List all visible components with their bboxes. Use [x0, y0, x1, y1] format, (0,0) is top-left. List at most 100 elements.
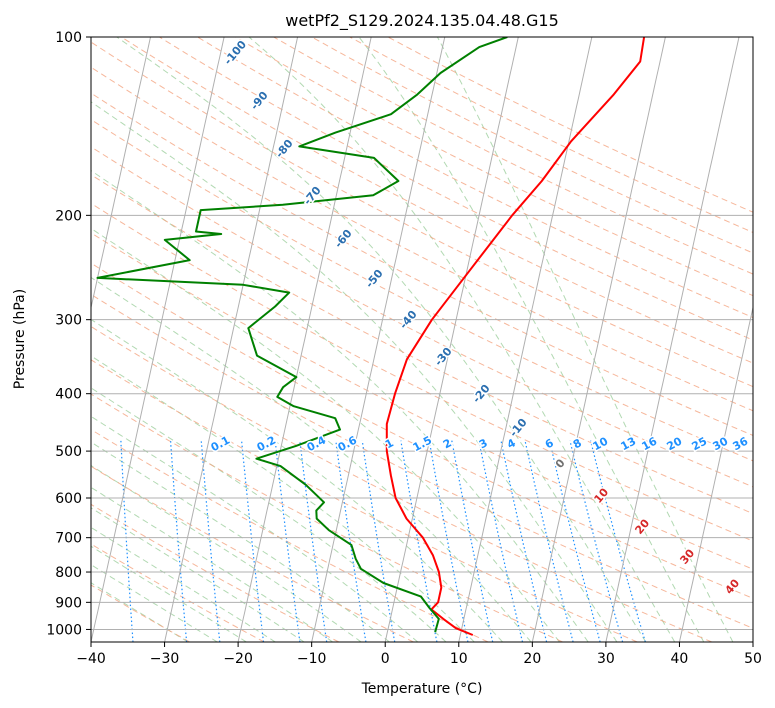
moist-adiabat-line — [91, 101, 618, 642]
mixing-ratio-line — [170, 440, 188, 642]
y-tick-label: 200 — [55, 208, 82, 224]
y-axis-label: Pressure (hPa) — [12, 289, 28, 389]
dry-adiabat-line — [91, 119, 753, 462]
isotherm-line — [531, 37, 666, 642]
dry-adiabat-line — [91, 359, 638, 642]
x-tick-label: 10 — [450, 651, 468, 667]
dry-adiabat-line — [197, 37, 753, 319]
dry-adiabat-label: -20 — [470, 382, 493, 406]
temperature-profile — [385, 37, 646, 636]
y-tick-label: 800 — [55, 565, 82, 581]
mixing-ratio-label: 13 — [619, 435, 639, 454]
isotherm-line — [752, 639, 753, 642]
x-tick-label: 30 — [597, 651, 615, 667]
mixing-ratio-label: 25 — [690, 435, 710, 454]
isotherm-line — [384, 37, 519, 642]
moist-adiabat-line — [91, 415, 419, 642]
isotherm-line — [237, 37, 372, 642]
x-tick-label: 20 — [523, 651, 541, 667]
isotherm-line — [678, 305, 753, 642]
moist-adiabat-label: 40 — [722, 576, 742, 596]
dry-adiabat-line — [91, 584, 190, 642]
y-tick-label: 500 — [55, 444, 82, 460]
moist-adiabat-line — [91, 545, 247, 642]
mixing-ratio-label: 2 — [441, 436, 454, 451]
mixing-ratio-line — [451, 440, 494, 642]
mixing-ratio-label: 16 — [640, 434, 660, 453]
isotherm-line — [0, 37, 3, 642]
mixing-ratio-line — [200, 440, 221, 642]
dewpoint-profile — [96, 37, 508, 633]
mixing-ratio-label: 20 — [665, 434, 685, 453]
dry-adiabat-line — [121, 37, 753, 364]
y-axis: 1000 900 800 700 600 500 400 300 200 100 — [46, 30, 91, 638]
line-labels: -100-90-80-70-60-50-40-30-20-10010203040… — [207, 37, 752, 598]
mixing-ratio-line — [335, 440, 367, 642]
skewed-isotherms — [0, 37, 753, 642]
dry-adiabat-label: -50 — [363, 267, 386, 291]
dry-adiabat-line — [91, 393, 563, 642]
mixing-ratio-label: 1 — [383, 436, 396, 451]
isobar-gridlines — [91, 37, 753, 630]
x-tick-label: −40 — [76, 651, 106, 667]
dry-adiabat-line — [91, 232, 753, 570]
x-tick-label: 50 — [744, 651, 762, 667]
moist-adiabat-line — [248, 37, 676, 642]
y-tick-label: 1000 — [46, 622, 82, 638]
mixing-ratio-line — [478, 440, 524, 642]
isotherm-line — [91, 37, 225, 642]
y-tick-label: 300 — [55, 313, 82, 329]
dry-adiabat-line — [91, 325, 712, 642]
y-tick-label: 900 — [55, 595, 82, 611]
moist-adiabat-line — [91, 355, 475, 642]
mixing-ratio-line — [400, 440, 438, 642]
isotherm-line — [311, 37, 446, 642]
moist-adiabat-line — [91, 276, 532, 642]
moist-adiabat-line — [91, 582, 189, 642]
mixing-ratio-line — [524, 440, 574, 642]
mixing-ratio-line — [274, 440, 301, 642]
moist-adiabat-line — [91, 564, 218, 642]
moist-adiabat-label: 20 — [632, 516, 652, 536]
dry-adiabat-line — [159, 37, 753, 341]
dry-adiabat-line — [91, 146, 753, 488]
mixing-ratio-label: 3 — [477, 436, 490, 451]
y-tick-label: 700 — [55, 531, 82, 547]
dry-adiabat-label: -60 — [332, 227, 355, 251]
moist-adiabat-line — [91, 387, 447, 642]
moist-adiabat-line — [91, 526, 276, 642]
dry-adiabat-line — [91, 92, 753, 436]
dry-adiabat-label: -30 — [432, 345, 455, 369]
dry-adiabats — [91, 37, 753, 642]
dry-adiabat-line — [91, 41, 753, 388]
moist-adiabat-line — [91, 227, 560, 642]
x-tick-label: −30 — [150, 651, 180, 667]
dry-adiabat-line — [91, 503, 340, 642]
dry-adiabat-line — [273, 37, 753, 275]
dry-adiabat-line — [91, 66, 753, 412]
moist-adiabats — [91, 37, 734, 642]
mixing-ratio-line — [569, 440, 624, 642]
dry-adiabat-label: -80 — [273, 137, 296, 161]
y-tick-label: 400 — [55, 387, 82, 403]
isotherm-line — [605, 37, 740, 642]
mixing-ratio-line — [500, 440, 548, 642]
dry-adiabat-line — [91, 262, 753, 599]
isotherm-line — [164, 37, 299, 642]
chart-title: wetPf2_S129.2024.135.04.48.G15 — [285, 11, 559, 31]
dry-adiabat-line — [235, 37, 753, 297]
x-tick-label: −20 — [223, 651, 253, 667]
moist-adiabat-line — [91, 441, 390, 642]
isotherm-line — [91, 37, 151, 310]
profile-curves — [96, 37, 646, 636]
y-tick-label: 100 — [55, 30, 82, 46]
mixing-ratio-line — [120, 440, 134, 642]
moist-adiabat-line — [358, 37, 705, 642]
x-tick-label: 0 — [381, 651, 390, 667]
mixing-ratio-line — [428, 440, 469, 642]
dry-adiabat-label: -40 — [397, 308, 420, 332]
moist-adiabat-line — [91, 465, 362, 642]
x-axis: −40 −30 −20 −10 0 10 20 30 40 50 — [76, 642, 762, 667]
dry-adiabat-line — [311, 37, 753, 254]
